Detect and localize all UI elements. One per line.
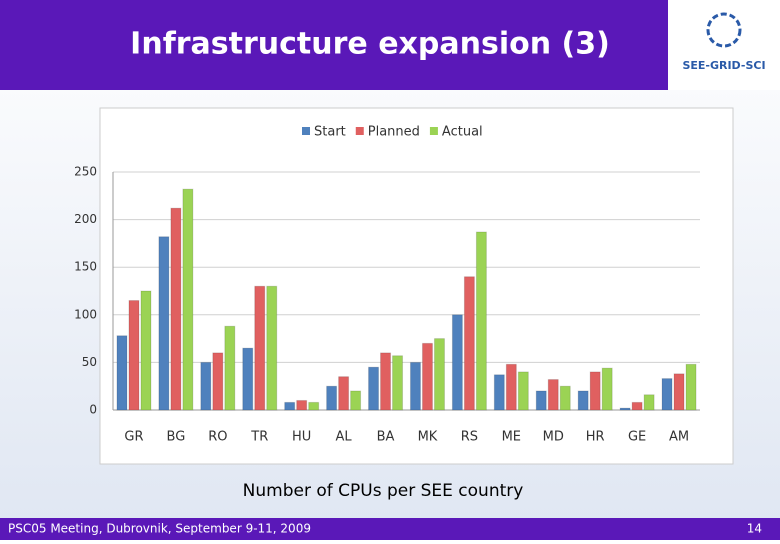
legend-label: Actual <box>442 125 483 140</box>
bar <box>535 390 547 411</box>
slide-title: Infrastructure expansion (3) <box>130 27 610 62</box>
bar <box>619 407 631 411</box>
x-tick-label: AM <box>669 430 689 445</box>
x-tick-label: BG <box>167 430 186 445</box>
logo-text: SEE-GRID-SCI <box>682 59 765 72</box>
y-tick-label: 250 <box>74 165 97 179</box>
legend-swatch <box>302 127 310 135</box>
page-number: 14 <box>747 522 762 536</box>
y-tick-label: 150 <box>74 260 97 274</box>
bar <box>128 300 140 411</box>
bar <box>547 379 559 411</box>
x-tick-label: GR <box>124 430 143 445</box>
chart-frame <box>99 107 734 465</box>
caption: Number of CPUs per SEE country <box>243 481 524 501</box>
bar <box>517 371 529 411</box>
bar <box>284 401 296 411</box>
bar <box>685 363 697 411</box>
bar <box>643 394 655 411</box>
bar <box>212 352 224 411</box>
bar <box>409 361 421 411</box>
x-tick-label: RO <box>208 430 227 445</box>
y-tick-label: 200 <box>74 212 97 226</box>
bar <box>475 231 487 411</box>
x-tick-label: MK <box>418 430 438 445</box>
header-bar <box>0 0 668 90</box>
legend-swatch <box>355 127 364 135</box>
bar <box>392 355 404 411</box>
bar <box>601 367 613 411</box>
bar <box>451 314 463 411</box>
bar <box>380 352 392 411</box>
y-tick-label: 0 <box>89 403 97 417</box>
x-tick-label: BA <box>377 430 395 445</box>
bar <box>296 399 308 411</box>
bar <box>368 366 380 411</box>
bar <box>493 374 505 411</box>
bar <box>224 325 236 411</box>
bar <box>266 285 278 411</box>
bar <box>140 290 152 411</box>
bar <box>338 376 350 411</box>
footer-bar <box>0 518 780 540</box>
bar <box>631 401 643 411</box>
bar <box>326 385 338 411</box>
bar <box>661 378 673 411</box>
x-tick-label: HU <box>292 430 311 445</box>
bar <box>158 236 170 411</box>
footer-text: PSC05 Meeting, Dubrovnik, September 9-11… <box>8 522 311 536</box>
bar <box>254 285 266 411</box>
bar <box>577 390 589 411</box>
x-tick-label: HR <box>586 430 605 445</box>
logo-icon <box>706 12 742 48</box>
x-tick-label: AL <box>336 430 353 445</box>
bar <box>433 338 445 411</box>
y-tick-label: 50 <box>82 355 97 369</box>
bar <box>589 371 601 411</box>
legend-label: Planned <box>368 125 420 140</box>
legend-swatch <box>429 127 438 135</box>
bar <box>242 347 254 411</box>
x-tick-label: TR <box>250 430 268 445</box>
bar <box>200 361 212 411</box>
bar <box>463 276 475 411</box>
y-tick-label: 100 <box>74 307 97 321</box>
x-tick-label: ME <box>502 430 521 445</box>
bar <box>308 401 320 411</box>
bar <box>182 188 194 411</box>
bar <box>559 385 571 411</box>
bar <box>170 207 182 411</box>
x-tick-label: MD <box>543 430 564 445</box>
x-tick-label: GE <box>628 430 646 445</box>
legend-label: Start <box>314 125 346 140</box>
x-tick-label: RS <box>461 430 478 445</box>
bar <box>505 363 517 411</box>
bar <box>421 342 433 411</box>
bar <box>350 390 362 411</box>
bar <box>116 335 128 411</box>
bar <box>673 373 685 411</box>
